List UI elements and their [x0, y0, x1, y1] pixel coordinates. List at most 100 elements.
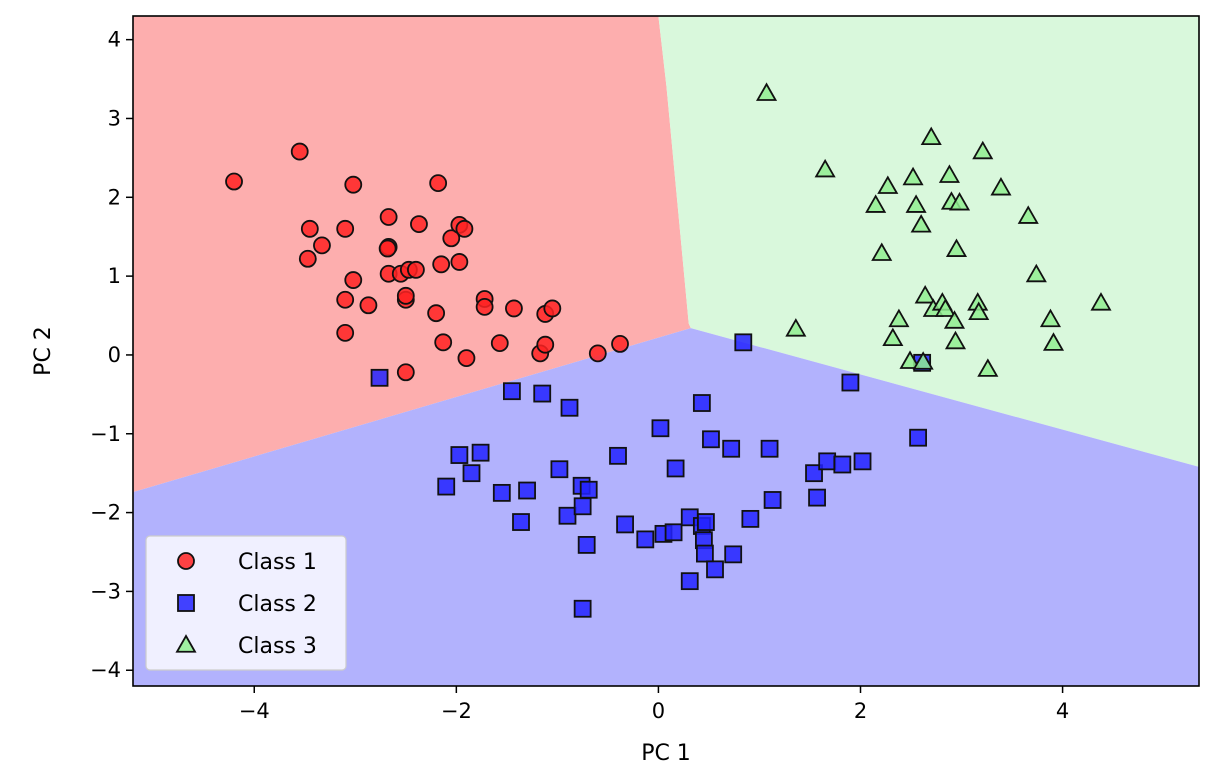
y-tick-label: −1 [90, 422, 121, 446]
class-1-point [588, 344, 607, 363]
x-tick-label: −2 [441, 699, 472, 723]
class-3-point [944, 330, 967, 350]
class-2-point [550, 460, 569, 479]
class-1-point [429, 174, 448, 193]
class-3-point [1017, 205, 1039, 224]
y-tick-label: 4 [108, 28, 121, 52]
class-3-point [882, 327, 904, 347]
class-2-point [724, 545, 743, 564]
legend-marker-triangle [175, 634, 197, 653]
class-2-point [808, 488, 826, 507]
class-3-point [1042, 332, 1065, 351]
class-3-point [865, 194, 887, 213]
y-axis-label: PC 2 [31, 326, 56, 376]
class-1-point [379, 208, 398, 226]
class-2-point [741, 509, 760, 528]
decision-region-3 [133, 328, 1199, 686]
class-1-point [298, 249, 317, 268]
class-1-point [336, 219, 355, 238]
class-2-point [609, 446, 627, 465]
class-3-point [972, 140, 994, 160]
y-tick-label: −2 [90, 501, 121, 525]
class-2-point [666, 459, 685, 478]
class-1-point [611, 335, 629, 353]
class-3-point [912, 351, 934, 370]
class-2-point [722, 439, 741, 458]
class-1-point [396, 363, 415, 382]
class-2-point [664, 523, 683, 542]
class-2-point [833, 455, 852, 474]
class-3-point [814, 158, 836, 178]
class-2-point [437, 477, 456, 496]
legend-label: Class 1 [238, 550, 317, 575]
x-tick-label: 2 [854, 699, 867, 723]
class-2-point [558, 506, 577, 525]
class-3-point [1025, 263, 1047, 283]
class-3-point [899, 350, 921, 369]
class-1-point [225, 172, 243, 191]
class-2-point [909, 428, 928, 447]
y-axis-ticks: −4 −3 −2 −1 0 1 2 3 4 [90, 28, 133, 682]
class-1-point [427, 304, 446, 323]
class-2-point [533, 384, 552, 403]
decision-region-1 [133, 16, 691, 493]
class-2-point [577, 536, 596, 554]
class-2-point [696, 544, 714, 563]
class-1-point [505, 299, 523, 318]
y-tick-label: 2 [108, 185, 121, 209]
class-2-point [763, 491, 782, 509]
class-2-point [503, 382, 521, 401]
class-2-point [370, 368, 389, 387]
x-tick-label: 4 [1056, 699, 1069, 723]
class-1-point [344, 175, 363, 194]
class-2-point [853, 452, 872, 471]
legend-box [145, 535, 347, 671]
class-1-point [344, 271, 363, 289]
legend-marker-square [177, 594, 195, 612]
y-tick-label: −4 [90, 658, 121, 682]
class-2-point [702, 430, 720, 449]
class-3-point [888, 308, 910, 328]
class-2-point [450, 446, 469, 464]
class-3-point [1090, 292, 1112, 311]
class-2-point [692, 394, 711, 412]
class-2-point [651, 419, 670, 438]
class-2-point [462, 464, 481, 483]
class-2-point [805, 464, 823, 483]
class-1-point [450, 253, 469, 271]
class-2-point [518, 481, 536, 500]
class-3-point [943, 310, 966, 329]
class-2-point [636, 530, 655, 549]
class-1-point [378, 239, 397, 258]
class-2-point [697, 513, 715, 531]
class-3-point [877, 175, 899, 194]
class-1-point [290, 142, 309, 161]
x-tick-label: 0 [652, 699, 665, 723]
class-3-point [902, 166, 924, 186]
class-3-point [990, 177, 1012, 196]
class-1-point [543, 299, 562, 318]
class-1-point [475, 297, 494, 316]
class-1-point [336, 323, 355, 342]
class-3-point [977, 358, 999, 377]
class-1-point [536, 335, 555, 354]
class-1-point [432, 255, 451, 274]
class-3-point [755, 82, 778, 101]
class-3-point [920, 126, 942, 146]
class-3-point [914, 285, 936, 304]
y-tick-label: 3 [108, 106, 121, 130]
decision-region-2 [658, 16, 1199, 467]
y-tick-label: 1 [108, 264, 121, 288]
y-tick-label: 0 [108, 343, 121, 367]
legend-label: Class 2 [238, 592, 317, 617]
class-2-point [560, 398, 579, 417]
class-2-point [492, 483, 511, 502]
class-1-point [490, 334, 509, 353]
class-1-point [410, 215, 428, 233]
class-1-point [359, 296, 378, 315]
class-3-point [905, 194, 927, 213]
class-1-point [407, 260, 425, 279]
legend-marker-circle [177, 552, 195, 570]
data-points [225, 82, 1112, 618]
plot-frame [132, 15, 1200, 687]
